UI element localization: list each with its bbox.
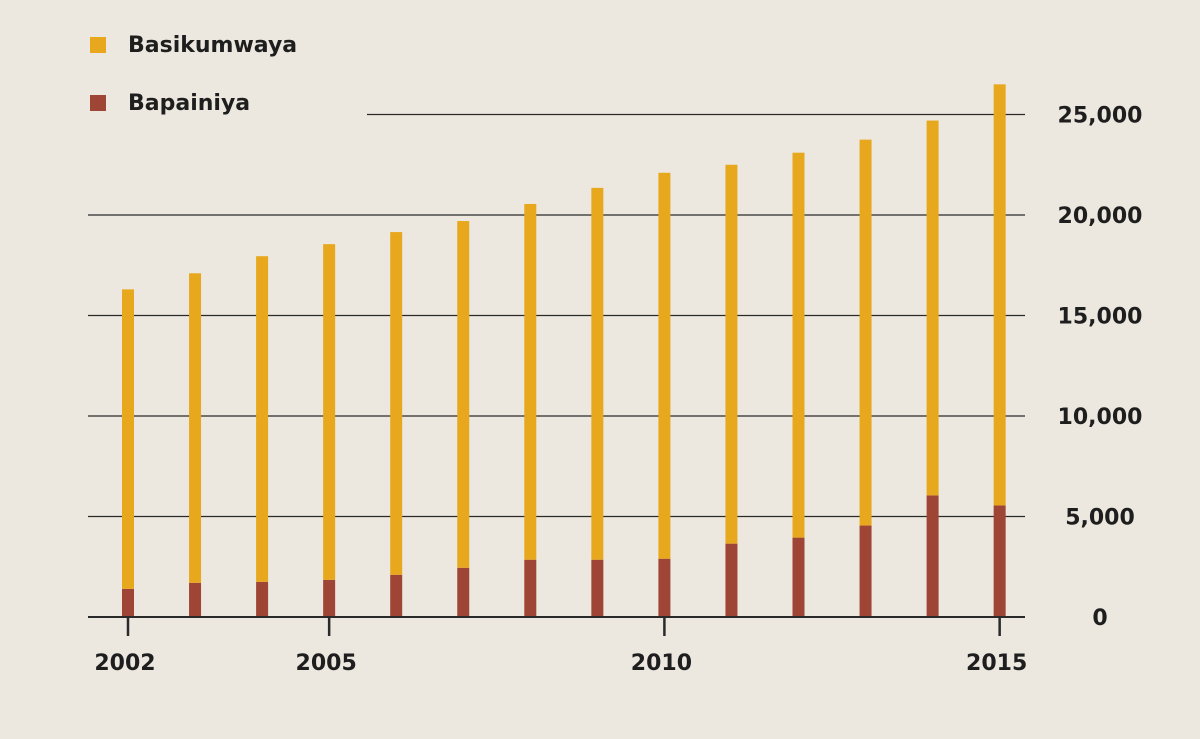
bar-basikumwaya-2008	[524, 203, 537, 560]
bar-bapainiya-2006	[390, 574, 403, 617]
bar-bapainiya-2005	[323, 579, 336, 617]
y-tick-label: 15,000	[1058, 305, 1143, 330]
bar-basikumwaya-2015	[993, 84, 1006, 506]
bar-bapainiya-2013	[859, 525, 872, 617]
bar-bapainiya-2008	[524, 559, 537, 617]
bar-bapainiya-2004	[256, 581, 269, 617]
bar-basikumwaya-2003	[189, 273, 202, 583]
bar-basikumwaya-2013	[859, 139, 872, 526]
bar-bapainiya-2003	[189, 582, 202, 617]
bar-basikumwaya-2006	[390, 232, 403, 575]
bar-bapainiya-2011	[725, 543, 738, 617]
bar-bapainiya-2007	[457, 567, 470, 617]
bar-basikumwaya-2007	[457, 221, 470, 568]
bar-bapainiya-2015	[993, 505, 1006, 617]
x-tick-label: 2010	[631, 651, 692, 676]
legend-label-bapainiya: Bapainiya	[128, 90, 251, 116]
legend-swatch-bapainiya	[90, 95, 106, 111]
y-tick-label: 0	[1092, 606, 1107, 631]
bar-basikumwaya-2009	[591, 187, 604, 560]
legend: Basikumwaya Bapainiya	[90, 30, 297, 146]
legend-item-basikumwaya: Basikumwaya	[90, 30, 297, 60]
x-tick-label: 2005	[296, 651, 357, 676]
bar-basikumwaya-2004	[256, 256, 269, 582]
y-tick-label: 20,000	[1058, 204, 1143, 229]
y-tick-label: 25,000	[1058, 104, 1143, 129]
y-tick-label: 5,000	[1065, 506, 1135, 531]
legend-label-basikumwaya: Basikumwaya	[128, 32, 298, 58]
legend-item-bapainiya: Bapainiya	[90, 88, 297, 118]
bar-bapainiya-2014	[926, 495, 939, 617]
legend-swatch-basikumwaya	[90, 37, 106, 53]
bar-basikumwaya-2014	[926, 120, 939, 496]
bar-basikumwaya-2010	[658, 172, 671, 559]
bar-bapainiya-2009	[591, 559, 604, 617]
bar-basikumwaya-2002	[122, 289, 134, 589]
bar-bapainiya-2012	[792, 537, 805, 617]
x-tick-label: 2015	[966, 651, 1027, 676]
bar-basikumwaya-2005	[323, 244, 336, 580]
bar-basikumwaya-2011	[725, 164, 738, 544]
bar-basikumwaya-2012	[792, 152, 805, 538]
bar-bapainiya-2010	[658, 558, 671, 617]
bar-bapainiya-2002	[122, 588, 134, 617]
x-tick-label: 2002	[94, 651, 155, 676]
y-tick-label: 10,000	[1058, 405, 1143, 430]
